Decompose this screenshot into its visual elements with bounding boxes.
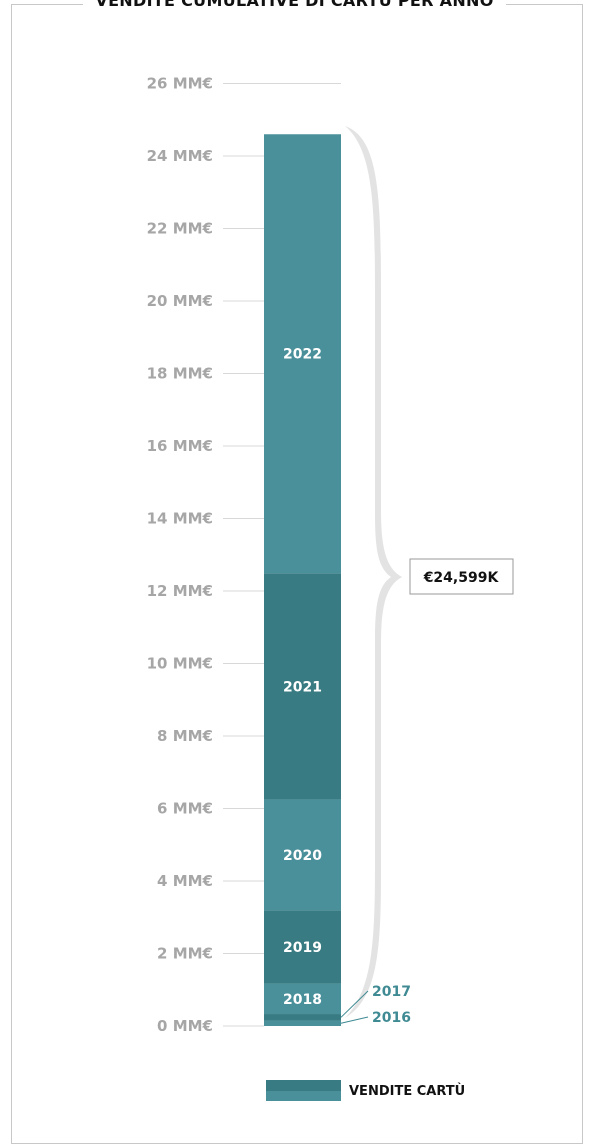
bar-segment-2017 (264, 1014, 341, 1021)
y-tick-label-18: 18 MM€ (147, 365, 213, 383)
total-box-border (409, 558, 514, 595)
segment-label-2018: 2018 (283, 992, 322, 1008)
legend-swatch-dark (266, 1080, 341, 1091)
y-tick-label-6: 6 MM€ (157, 800, 213, 818)
y-tick-label-8: 8 MM€ (157, 727, 213, 745)
bar-segment-2018 (264, 983, 341, 1015)
y-tick-label-10: 10 MM€ (147, 655, 213, 673)
y-tick-label-14: 14 MM€ (147, 510, 213, 528)
total-value: €24,599K (423, 570, 500, 586)
bar-segment-2019 (264, 910, 341, 984)
segment-label-2016: 2016 (372, 1010, 411, 1026)
chart-title: VENDITE CUMULATIVE DI CARTÙ PER ANNO (0, 0, 589, 11)
segment-label-2021: 2021 (283, 679, 322, 695)
y-tick-label-16: 16 MM€ (147, 437, 213, 455)
y-tick-label-12: 12 MM€ (147, 582, 213, 600)
segment-label-2017: 2017 (372, 984, 411, 1000)
total-brace (345, 126, 402, 1018)
bar-segment-2016 (264, 1020, 341, 1026)
y-tick-label-0: 0 MM€ (157, 1017, 213, 1035)
bar-segments: 2018 2019 2020 2021 2022 2016 2017 (264, 134, 411, 1026)
y-tick-label-26: 26 MM€ (147, 75, 213, 93)
leader-line-2017 (340, 990, 369, 1018)
y-tick-label-4: 4 MM€ (157, 872, 213, 890)
legend: VENDITE CARTÙ (266, 1080, 465, 1101)
brace-shape (345, 126, 402, 1018)
segment-label-2022: 2022 (283, 347, 322, 363)
y-tick-label-24: 24 MM€ (147, 147, 213, 165)
segment-label-2019: 2019 (283, 940, 322, 956)
bar-segment-2021 (264, 573, 341, 800)
legend-swatch-light (266, 1091, 341, 1101)
y-tick-label-20: 20 MM€ (147, 292, 213, 310)
leader-line-2016 (340, 1016, 369, 1024)
y-tick-label-2: 2 MM€ (157, 945, 213, 963)
legend-label: VENDITE CARTÙ (349, 1083, 465, 1099)
segment-label-2020: 2020 (283, 848, 322, 864)
bar-segment-2020 (264, 799, 341, 911)
total-box: €24,599K (409, 558, 514, 595)
bar-segment-2022 (264, 134, 341, 574)
y-axis: 0 MM€ 2 MM€ 4 MM€ 6 MM€ 8 MM€ 10 MM€ 12 MM€ 14 … (147, 75, 341, 1035)
y-tick-label-22: 22 MM€ (147, 220, 213, 238)
